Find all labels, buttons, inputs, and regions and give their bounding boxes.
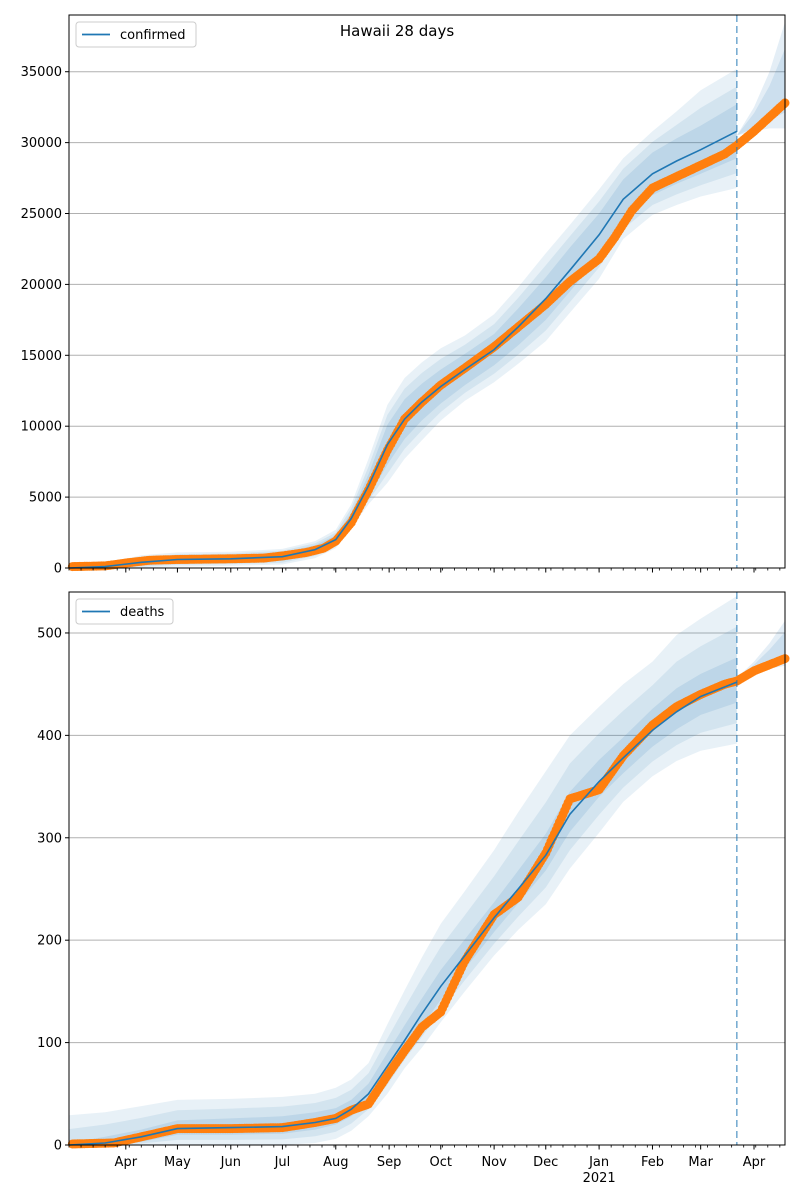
deaths-middle-band	[69, 626, 737, 1145]
confirmed-y-tick-label: 5000	[29, 491, 62, 506]
deaths-model-line	[68, 681, 738, 1146]
confirmed-outer-band	[69, 68, 737, 569]
confirmed-axes-frame	[68, 14, 786, 569]
x-tick-label: Sep	[377, 1155, 402, 1170]
confirmed-y-tick-label: 15000	[21, 349, 62, 364]
x-tick-label: Dec	[533, 1155, 558, 1170]
x-tick-label: Aug	[323, 1155, 348, 1170]
x-tick-label: Mar	[688, 1155, 713, 1170]
figure-title: Hawaii 28 days	[340, 22, 454, 40]
x-tick-label: Jul	[274, 1155, 291, 1170]
confirmed-legend-label: confirmed	[120, 28, 186, 43]
deaths-y-tick-label: 200	[37, 934, 62, 949]
deaths-y-tick-label: 400	[37, 729, 62, 744]
x-tick-label: Apr	[743, 1155, 766, 1170]
deaths-forecast-band	[736, 620, 785, 685]
x-tick-label: Oct	[430, 1155, 452, 1170]
deaths-axes-frame	[68, 591, 786, 1146]
x-tick-sublabel: 2021	[583, 1171, 616, 1186]
confirmed-y-tick-label: 10000	[21, 420, 62, 435]
x-tick-label: Nov	[481, 1155, 507, 1170]
deaths-legend: deaths	[75, 598, 174, 625]
x-tick-label: Feb	[641, 1155, 664, 1170]
deaths-y-tick-label: 100	[37, 1036, 62, 1051]
confirmed-inner-band	[69, 104, 737, 569]
confirmed-forecast-band	[736, 22, 785, 136]
confirmed-y-tick-label: 20000	[21, 278, 62, 293]
x-tick-label: Jun	[220, 1155, 241, 1170]
confirmed-legend: confirmed	[75, 21, 197, 48]
confirmed-panel: 0 5000 10000 15000 20000 25000 30000 35000 confi…	[21, 14, 790, 577]
deaths-y-tick-label: 500	[37, 626, 62, 641]
deaths-legend-label: deaths	[120, 605, 165, 620]
confirmed-y-tick-label: 0	[54, 562, 62, 577]
deaths-y-tick-label: 300	[37, 831, 62, 846]
confirmed-model-line	[68, 130, 738, 569]
deaths-legend-box	[75, 598, 174, 625]
confirmed-y-tick-label: 35000	[21, 65, 62, 80]
confirmed-y-tick-label: 25000	[21, 207, 62, 222]
confirmed-y-tick-label: 30000	[21, 136, 62, 151]
x-tick-label: Apr	[115, 1155, 138, 1170]
deaths-y-tick-label: 0	[54, 1139, 62, 1154]
x-tick-label: Jan	[588, 1155, 609, 1170]
confirmed-legend-box	[75, 21, 197, 48]
x-tick-label: May	[164, 1155, 191, 1170]
confirmed-middle-band	[69, 86, 737, 568]
deaths-outer-band	[69, 596, 737, 1145]
deaths-panel: 0 100 200 300 400 500 Apr May Jun Jul Aug Sep Oct Nov…	[37, 591, 790, 1186]
